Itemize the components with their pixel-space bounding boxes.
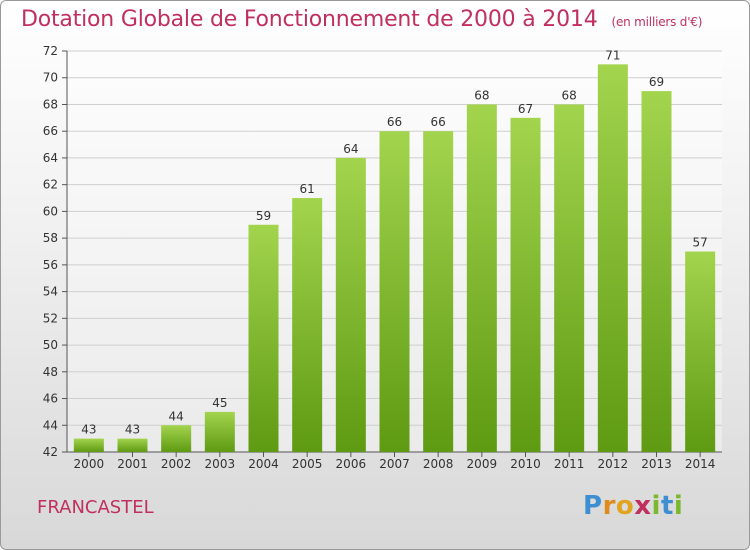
bar-value-label: 69 xyxy=(649,75,664,89)
y-tick-label: 58 xyxy=(43,231,58,245)
chart-unit-label: (en milliers d'€) xyxy=(611,15,703,29)
x-tick-label: 2014 xyxy=(685,457,716,471)
bar-2013 xyxy=(641,91,672,452)
x-tick-label: 2012 xyxy=(598,457,629,471)
bar-value-label: 44 xyxy=(169,409,184,423)
bar-value-label: 66 xyxy=(431,115,446,129)
y-tick-label: 62 xyxy=(43,178,58,192)
x-tick-label: 2003 xyxy=(205,457,236,471)
bar-value-label: 67 xyxy=(518,102,533,116)
bar-value-label: 64 xyxy=(343,142,358,156)
x-tick-label: 2002 xyxy=(161,457,192,471)
x-tick-label: 2001 xyxy=(117,457,148,471)
x-tick-label: 2011 xyxy=(554,457,585,471)
bar-2008 xyxy=(423,131,454,452)
x-tick-labels: 2000 2001 2002 2003 2004 2005 2006 2007 2008 2009… xyxy=(74,457,716,471)
bar-value-label: 68 xyxy=(474,88,489,102)
bar-2002 xyxy=(161,425,192,452)
y-tick-label: 70 xyxy=(43,71,58,85)
bar-value-label: 43 xyxy=(125,423,140,437)
bar-2007 xyxy=(379,131,410,452)
bar-value-label: 43 xyxy=(81,423,96,437)
bar-2014 xyxy=(685,251,716,452)
y-tick-label: 64 xyxy=(43,151,58,165)
bar-2006 xyxy=(335,157,366,452)
y-tick-label: 56 xyxy=(43,258,58,272)
bar-value-label: 71 xyxy=(605,48,620,62)
y-tick-label: 50 xyxy=(43,338,58,352)
x-tick-label: 2004 xyxy=(248,457,279,471)
x-tick-label: 2007 xyxy=(379,457,410,471)
bar-2009 xyxy=(466,104,497,452)
y-tick-label: 44 xyxy=(43,418,58,432)
bar-value-label: 57 xyxy=(693,236,708,250)
bar-value-label: 45 xyxy=(212,396,227,410)
bar-value-labels: 43 43 44 45 59 61 64 66 66 68 67 68 71 69 57 xyxy=(81,48,708,436)
y-tick-label: 68 xyxy=(43,97,58,111)
bar-2004 xyxy=(248,224,279,452)
bar-value-label: 59 xyxy=(256,209,271,223)
y-tick-label: 42 xyxy=(43,445,58,459)
x-tick-label: 2010 xyxy=(510,457,541,471)
bar-value-label: 66 xyxy=(387,115,402,129)
bar-2010 xyxy=(510,117,541,452)
x-tick-label: 2008 xyxy=(423,457,454,471)
proxiti-logo[interactable]: Proxiti xyxy=(583,491,684,521)
y-tick-label: 72 xyxy=(43,44,58,58)
y-tick-label: 54 xyxy=(43,285,58,299)
x-tick-label: 2005 xyxy=(292,457,323,471)
chart-title-text: Dotation Globale de Fonctionnement de 20… xyxy=(21,7,598,32)
bar-2012 xyxy=(597,64,628,452)
x-tick-label: 2000 xyxy=(74,457,105,471)
y-tick-label: 60 xyxy=(43,204,58,218)
bar-2003 xyxy=(204,411,235,452)
y-tick-label: 48 xyxy=(43,365,58,379)
bars xyxy=(73,64,716,452)
chart-title: Dotation Globale de Fonctionnement de 20… xyxy=(21,7,702,32)
x-tick-label: 2009 xyxy=(467,457,498,471)
bar-2005 xyxy=(292,198,323,452)
y-tick-labels: 42 44 46 48 50 52 54 56 58 60 62 64 66 68 70 72 xyxy=(43,44,58,459)
bar-2001 xyxy=(117,438,148,452)
commune-name: FRANCASTEL xyxy=(37,497,154,518)
y-tick-label: 66 xyxy=(43,124,58,138)
x-tick-label: 2006 xyxy=(336,457,367,471)
bar-2000 xyxy=(73,438,104,452)
x-tick-label: 2013 xyxy=(641,457,672,471)
bar-value-label: 61 xyxy=(300,182,315,196)
bar-2011 xyxy=(554,104,585,452)
bar-value-label: 68 xyxy=(562,88,577,102)
y-tick-label: 46 xyxy=(43,392,58,406)
y-tick-label: 52 xyxy=(43,311,58,325)
